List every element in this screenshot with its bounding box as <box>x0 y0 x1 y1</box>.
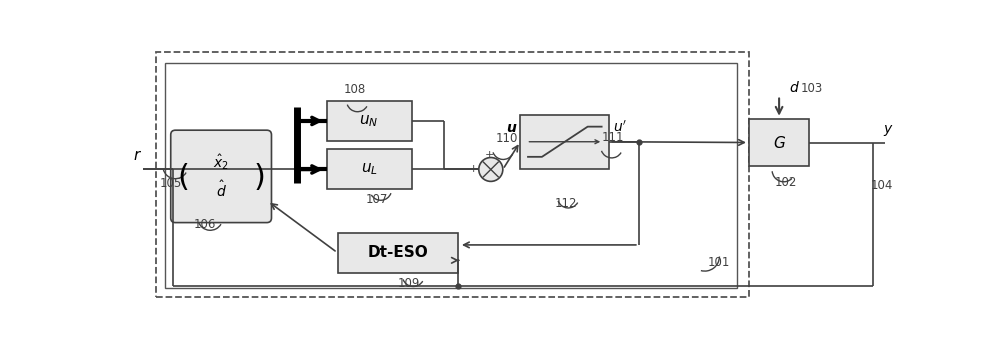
Text: 108: 108 <box>344 83 366 96</box>
Text: 106: 106 <box>193 218 216 231</box>
FancyBboxPatch shape <box>326 101 412 141</box>
Text: 112: 112 <box>555 197 578 210</box>
FancyBboxPatch shape <box>749 119 809 166</box>
FancyBboxPatch shape <box>520 115 609 169</box>
Text: $\boldsymbol{u_L}$: $\boldsymbol{u_L}$ <box>361 162 378 177</box>
Text: 102: 102 <box>774 176 797 189</box>
Text: $\boldsymbol{u'}$: $\boldsymbol{u'}$ <box>613 119 627 135</box>
Text: $\hat{d}$: $\hat{d}$ <box>216 180 227 200</box>
Text: 107: 107 <box>365 193 388 205</box>
Text: $r$: $r$ <box>133 148 142 163</box>
FancyBboxPatch shape <box>326 150 412 189</box>
Text: 109: 109 <box>398 277 420 290</box>
Text: $\hat{x}_2$: $\hat{x}_2$ <box>213 153 229 172</box>
Text: $\boldsymbol{u_N}$: $\boldsymbol{u_N}$ <box>359 113 379 129</box>
Text: $)$: $)$ <box>253 161 265 192</box>
Text: 101: 101 <box>708 256 730 270</box>
Text: Dt-ESO: Dt-ESO <box>368 245 429 260</box>
Text: $y$: $y$ <box>883 123 894 138</box>
FancyBboxPatch shape <box>171 130 271 222</box>
Text: 110: 110 <box>495 132 518 145</box>
Text: 111: 111 <box>602 131 624 144</box>
Text: $d$: $d$ <box>789 80 800 95</box>
Text: +: + <box>484 150 494 160</box>
Circle shape <box>479 158 503 181</box>
Text: $\boldsymbol{u}$: $\boldsymbol{u}$ <box>506 121 517 135</box>
Text: +: + <box>469 164 478 175</box>
Text: 104: 104 <box>871 179 893 193</box>
Text: $($: $($ <box>177 161 189 192</box>
Text: 103: 103 <box>801 82 823 95</box>
FancyBboxPatch shape <box>338 232 458 273</box>
Text: $G$: $G$ <box>773 135 786 151</box>
Text: 105: 105 <box>160 177 182 190</box>
